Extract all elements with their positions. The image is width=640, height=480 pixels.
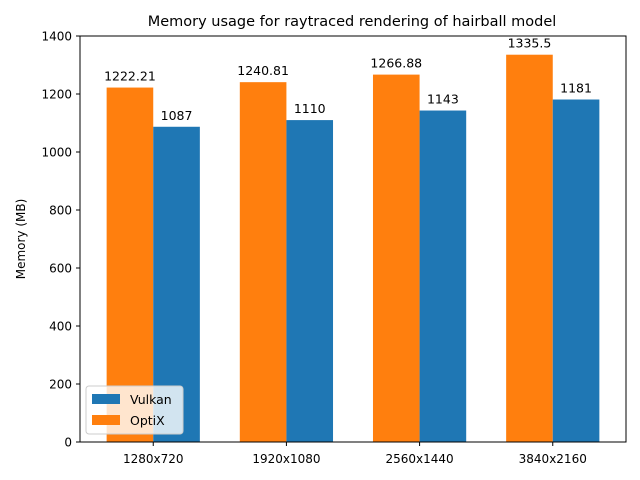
y-tick-label: 400	[49, 320, 72, 334]
bar-vulkan	[286, 120, 334, 442]
bar-value-label-vulkan: 1110	[294, 101, 326, 116]
axes-frame	[79, 35, 627, 443]
legend-swatch-optix	[92, 415, 120, 425]
bar-value-label-vulkan: 1143	[427, 92, 459, 107]
bar-value-label-optix: 1240.81	[237, 63, 289, 78]
y-tick-label: 800	[49, 204, 72, 218]
y-tick-label: 1400	[41, 30, 72, 44]
chart-title: Memory usage for raytraced rendering of …	[148, 14, 557, 30]
y-tick-label: 200	[49, 378, 72, 392]
x-tick-label: 1280x720	[123, 452, 184, 466]
bar-value-label-optix: 1335.5	[508, 36, 552, 51]
y-tick-label: 0	[64, 436, 72, 450]
bar-optix	[506, 54, 553, 443]
bar-value-label-vulkan: 1087	[161, 108, 193, 123]
legend-swatch-vulkan	[92, 394, 120, 404]
bar-value-label-vulkan: 1181	[560, 81, 592, 96]
bar-optix	[106, 87, 154, 443]
y-axis-label: Memory (MB)	[14, 199, 28, 280]
y-tick-label: 600	[49, 262, 72, 276]
bar-optix	[239, 82, 287, 442]
x-tick-label: 3840x2160	[519, 452, 587, 466]
bar-optix	[372, 74, 420, 442]
bar-value-label-optix: 1222.21	[104, 69, 156, 84]
bar-vulkan	[552, 99, 600, 442]
legend: Vulkan OptiX	[85, 385, 184, 435]
plot-area: 1222.21 1240.81 1266.88 1335.5 1087 1110 1143 1…	[41, 30, 627, 466]
bar-vulkan	[419, 110, 467, 442]
legend-label-vulkan: Vulkan	[130, 392, 172, 407]
x-tick-label: 1920x1080	[252, 452, 320, 466]
y-tick-label: 1000	[41, 146, 72, 160]
bar-value-label-optix: 1266.88	[370, 56, 422, 71]
legend-label-optix: OptiX	[130, 413, 165, 428]
x-tick-label: 2560x1440	[385, 452, 453, 466]
y-tick-label: 1200	[41, 88, 72, 102]
